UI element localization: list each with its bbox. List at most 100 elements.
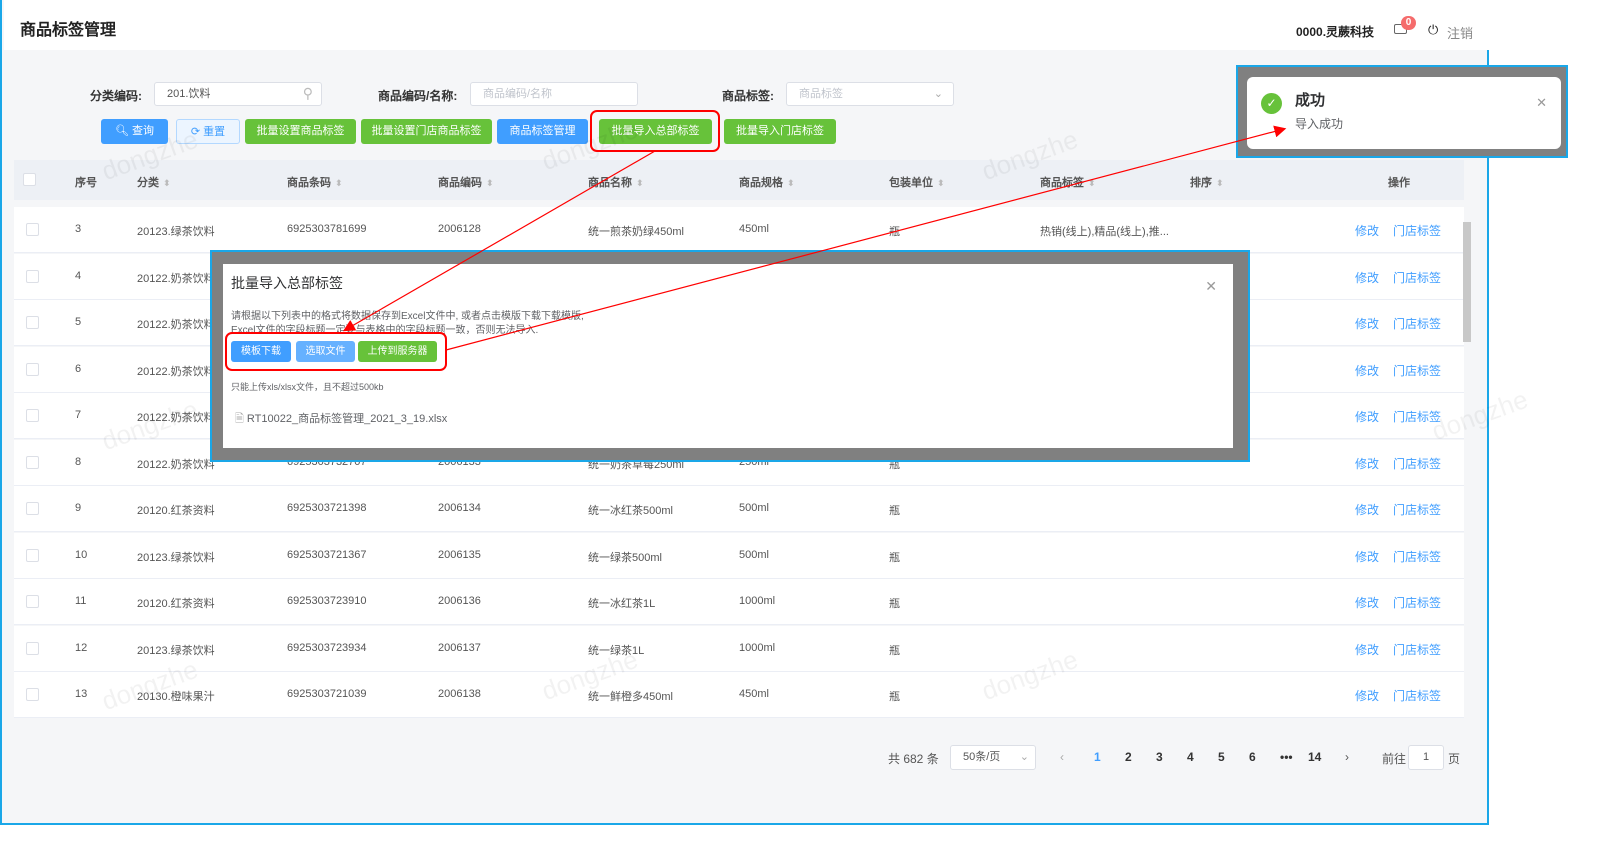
- page-size-select[interactable]: 50条/页 ⌄: [950, 745, 1036, 770]
- store-tag-link[interactable]: 门店标签: [1393, 689, 1442, 703]
- sort-icon[interactable]: ⬍: [486, 178, 494, 188]
- store-tag-link[interactable]: 门店标签: [1393, 503, 1442, 517]
- row-checkbox[interactable]: [26, 595, 39, 608]
- table-scrollbar[interactable]: [1463, 222, 1471, 342]
- tag-select[interactable]: 商品标签 ⌄: [786, 82, 954, 106]
- edit-link[interactable]: 修改: [1355, 410, 1380, 424]
- page-number[interactable]: 6: [1249, 750, 1256, 764]
- store-tag-link[interactable]: 门店标签: [1393, 642, 1442, 657]
- select-all-checkbox[interactable]: [23, 173, 36, 186]
- column-header[interactable]: 分类 ⬍: [137, 174, 171, 190]
- table-cell: 6925303721367: [287, 548, 367, 561]
- edit-link[interactable]: 修改: [1355, 224, 1380, 238]
- edit-link[interactable]: 修改: [1355, 549, 1380, 564]
- user-name[interactable]: 0000.灵蕨科技: [1296, 25, 1375, 39]
- next-page-icon[interactable]: ›: [1345, 750, 1349, 764]
- table-cell: 1000ml: [739, 595, 776, 607]
- table-cell: 8: [75, 455, 82, 468]
- page-number[interactable]: 4: [1187, 750, 1194, 764]
- column-header[interactable]: 包装单位 ⬍: [889, 174, 945, 190]
- table-cell: 6925303723934: [287, 641, 367, 654]
- column-header[interactable]: 商品名称 ⬍: [588, 174, 644, 190]
- row-checkbox[interactable]: [26, 316, 39, 329]
- sort-icon[interactable]: ⬍: [1088, 178, 1096, 188]
- column-header-label: 包装单位: [889, 177, 933, 189]
- sort-icon[interactable]: ⬍: [1216, 178, 1224, 188]
- chevron-down-icon: ⌄: [933, 88, 943, 100]
- row-checkbox[interactable]: [26, 409, 39, 422]
- column-header[interactable]: 排序 ⬍: [1190, 174, 1224, 190]
- store-tag-link[interactable]: 门店标签: [1393, 317, 1442, 331]
- column-header: 序号: [75, 174, 97, 190]
- edit-link[interactable]: 修改: [1355, 689, 1380, 703]
- table-cell: 20123.绿茶饮料: [137, 644, 215, 657]
- edit-link[interactable]: 修改: [1355, 596, 1380, 610]
- column-header[interactable]: 商品编码 ⬍: [438, 174, 494, 190]
- edit-link[interactable]: 修改: [1355, 642, 1380, 657]
- batch-import-store-tag-button[interactable]: 批量导入门店标签: [724, 119, 836, 144]
- close-icon[interactable]: ✕: [1536, 95, 1547, 110]
- row-checkbox[interactable]: [26, 269, 39, 283]
- store-tag-link[interactable]: 门店标签: [1393, 224, 1442, 238]
- edit-link[interactable]: 修改: [1355, 503, 1380, 517]
- code-input[interactable]: 商品编码/名称: [470, 82, 638, 106]
- store-tag-link[interactable]: 门店标签: [1393, 270, 1442, 285]
- reset-button[interactable]: ⟳ 重置: [176, 119, 240, 144]
- query-button[interactable]: 🔍︎ 查询: [101, 119, 168, 144]
- close-icon[interactable]: ✕: [1205, 278, 1217, 294]
- row-checkbox[interactable]: [26, 362, 39, 376]
- table-cell: 统一绿茶1L: [588, 644, 645, 657]
- table-cell: 500ml: [739, 502, 769, 514]
- table-cell: 20122.奶茶饮料: [137, 272, 215, 285]
- edit-link[interactable]: 修改: [1355, 363, 1380, 378]
- column-header: 操作: [1388, 174, 1410, 190]
- page-number[interactable]: 2: [1125, 750, 1132, 764]
- page-number[interactable]: 3: [1156, 750, 1163, 764]
- store-tag-link[interactable]: 门店标签: [1393, 456, 1442, 471]
- power-icon[interactable]: ⏻: [1428, 22, 1439, 37]
- column-header[interactable]: 商品标签 ⬍: [1040, 174, 1096, 190]
- edit-link[interactable]: 修改: [1355, 317, 1380, 331]
- template-download-button[interactable]: 模板下载: [231, 341, 291, 362]
- search-icon[interactable]: ⚲: [302, 85, 313, 101]
- store-tag-link[interactable]: 门店标签: [1393, 410, 1442, 424]
- table-cell: 2006135: [438, 548, 481, 561]
- row-checkbox[interactable]: [26, 688, 39, 701]
- store-tag-link[interactable]: 门店标签: [1393, 549, 1442, 564]
- row-checkbox[interactable]: [26, 641, 39, 655]
- sort-icon[interactable]: ⬍: [937, 178, 945, 188]
- category-input[interactable]: 201.饮料 ⚲: [154, 82, 322, 106]
- table-cell: 20123.绿茶饮料: [137, 551, 215, 564]
- uploaded-file[interactable]: 🗎 RT10022_商品标签管理_2021_3_19.xlsx: [235, 410, 447, 429]
- table-cell: 统一煎茶奶绿450ml: [588, 226, 684, 238]
- row-checkbox[interactable]: [26, 223, 39, 236]
- table-header: 序号 分类 ⬍ 商品条码 ⬍ 商品编码 ⬍ 商品名称 ⬍ 商品规格 ⬍ 包装单位 ⬍ 商品标签 ⬍ 排序 ⬍ 操作: [14, 160, 1464, 200]
- page-number[interactable]: 5: [1218, 750, 1225, 764]
- sort-icon[interactable]: ⬍: [335, 178, 343, 188]
- logout-link[interactable]: 注销: [1447, 26, 1474, 41]
- upload-button[interactable]: 上传到服务器: [358, 341, 437, 362]
- select-file-button[interactable]: 选取文件: [296, 341, 355, 362]
- prev-page-icon[interactable]: ‹: [1060, 750, 1064, 764]
- page-number[interactable]: •••: [1280, 750, 1293, 764]
- category-label: 分类编码:: [90, 89, 142, 103]
- batch-set-store-tag-button[interactable]: 批量设置门店商品标签: [361, 119, 492, 144]
- page-number[interactable]: 14: [1308, 750, 1322, 764]
- table-cell: 13: [75, 688, 88, 700]
- column-header[interactable]: 商品规格 ⬍: [739, 174, 795, 190]
- row-checkbox[interactable]: [26, 502, 39, 515]
- page-number[interactable]: 1: [1094, 750, 1101, 764]
- row-checkbox[interactable]: [26, 455, 39, 469]
- store-tag-link[interactable]: 门店标签: [1393, 596, 1442, 610]
- edit-link[interactable]: 修改: [1355, 270, 1380, 285]
- batch-set-tag-button[interactable]: 批量设置商品标签: [245, 119, 356, 144]
- sort-icon[interactable]: ⬍: [787, 178, 795, 188]
- sort-icon[interactable]: ⬍: [163, 178, 171, 188]
- sort-icon[interactable]: ⬍: [636, 178, 644, 188]
- table-cell: 瓶: [889, 644, 900, 657]
- column-header[interactable]: 商品条码 ⬍: [287, 174, 343, 190]
- store-tag-link[interactable]: 门店标签: [1393, 363, 1442, 378]
- edit-link[interactable]: 修改: [1355, 456, 1380, 471]
- row-checkbox[interactable]: [26, 548, 39, 562]
- goto-input[interactable]: 1: [1408, 745, 1444, 770]
